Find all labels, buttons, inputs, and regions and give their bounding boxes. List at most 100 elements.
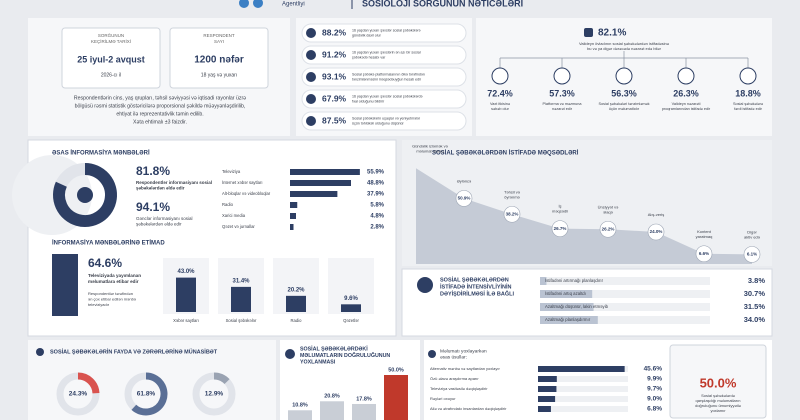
section-title: ƏSAS İNFORMASİYA MƏNBƏLƏRİ [52,150,150,157]
donut-segment [213,372,230,385]
bar [288,410,312,420]
bar [286,295,306,312]
section-title: SOSİAL ŞƏBƏKƏLƏRİN FAYDA VƏ ZƏRƏRLƏRİNƏ … [50,348,218,355]
label: televiziyadır [88,302,110,307]
bar [290,224,294,230]
bar-value: 2.8% [370,225,384,231]
stat-value: 72.4% [487,88,513,98]
bar [341,304,361,312]
bar [290,180,351,186]
label: Qəzetlər [343,318,359,323]
bar [231,286,251,312]
icon [615,67,633,85]
label: Sosial şəbəkələrin uşaqlar və yeniyetməl… [352,116,421,120]
bar-track [540,277,710,285]
bar-value: 6.8% [647,406,662,413]
point-value: 6.6% [699,251,709,256]
label: şəbəkələrdən əldə edir [136,186,185,191]
label: Gənclər informasiyanı sosial [136,216,193,221]
section-title: İNFORMASİYA MƏNBƏLƏRİNƏ ETİMAD [52,240,165,247]
stat-value: 93.1% [322,71,347,81]
bar [540,316,598,324]
label: 16 yaşdan yuxarı şəxslər sosial şəbəkələ… [352,28,421,32]
label: doğruluğunu ümumiyyətlə [695,403,742,408]
icon [428,350,436,358]
label: Agentliyi [282,2,305,8]
label: 2026-cı il [101,72,121,78]
point-value: 6.1% [747,252,757,257]
bar [290,213,296,219]
bar-value: 31.5% [744,302,766,311]
label: İş [558,204,561,209]
label: Qəzet və jurnallar [222,224,255,229]
label: İnternet xəbər saytları [222,180,263,185]
stat-value: 50.0% [700,375,737,390]
label: Alış-veriş [648,212,664,217]
icon [306,28,316,38]
label: şəbəkədə hesabı var [352,55,386,59]
label: Alt-bloqlar və videobloqlar [222,191,271,196]
label: tənzimlənməsini məqsədəuyğun hesab edir [352,77,422,81]
label: Valideyn nəzarəti [672,102,701,106]
label: Platforma və məzmuna [542,102,582,106]
label: Əyləncə [457,178,472,183]
bar-value: 10.8% [292,403,308,409]
label: proqramlarından istifadə edir [662,107,711,111]
bar [176,277,196,312]
donut-segment [77,372,100,394]
card [669,344,767,419]
label: SOSİAL ŞƏBƏKƏLƏRDƏN [440,276,509,283]
bar-value: 9.0% [647,396,662,403]
badge [584,28,593,37]
label: Xəta ehtimalı ±3 faizdir. [133,119,187,125]
label: İstifadəni artırmağı planlaşdırır [545,278,604,283]
marker [599,220,617,238]
label: RESPONDENT [203,33,235,38]
label: Sosial şəbəkələri tənzimləmək [598,102,649,106]
label: Radio [222,202,234,207]
donut-segment [131,372,168,416]
bar-value: 48.8% [367,181,385,187]
bar-value: 55.9% [367,170,385,176]
stat-row [301,67,467,87]
bar [538,396,556,402]
bar [320,401,344,420]
icon [739,67,757,85]
marker [551,220,569,237]
bar-value: 45.6% [644,366,663,373]
point-value: 50.9% [458,196,471,201]
bar-track [540,290,710,298]
point-value: 38.2% [506,211,519,216]
label: Alternativ mənbə və saytlardan yoxlayır [430,366,500,371]
label: şəbəkələrdən əldə edir [136,222,182,227]
label: YOXLANMASI [300,359,336,365]
stat-value: 87.5% [322,115,347,125]
marker [695,245,713,263]
label: Digər [747,229,757,234]
bar-track [538,406,628,412]
label: Rəyləri oxuyur [430,396,456,401]
bar [538,386,557,392]
label: Xarici media [222,213,246,218]
label: yaratmaq [696,234,713,239]
donut-value: 24.3% [69,391,88,398]
bar-value: 37.9% [367,192,385,198]
label: 16 yaşdan yuxarı şəxslər sosial şəbəkələ… [352,94,423,98]
label: Radio [291,318,303,323]
label: SAYI [214,39,224,44]
icon [306,72,316,82]
marker [503,205,521,223]
bar-value: 5.8% [370,203,384,209]
icon [417,277,433,293]
label: Televiziyada yayımlanan [88,273,141,278]
stat-value: 91.2% [322,49,347,59]
stat-value: 57.3% [549,88,575,98]
label: SOSİAL ŞƏBƏKƏLƏRDƏKİ [300,345,368,352]
label: SOSİOLOJİ SORĞUNUN NƏTİCƏLƏRİ [362,0,523,8]
icon [677,67,695,85]
marker [647,223,665,241]
label: MƏLUMATLARIN DOĞRULUĞUNUN [300,351,390,359]
label: Respondentlərin cins, yaş qrupları, təhs… [74,95,246,101]
label: ehtiyat ilə reprezentativlik təmin edili… [116,111,203,117]
